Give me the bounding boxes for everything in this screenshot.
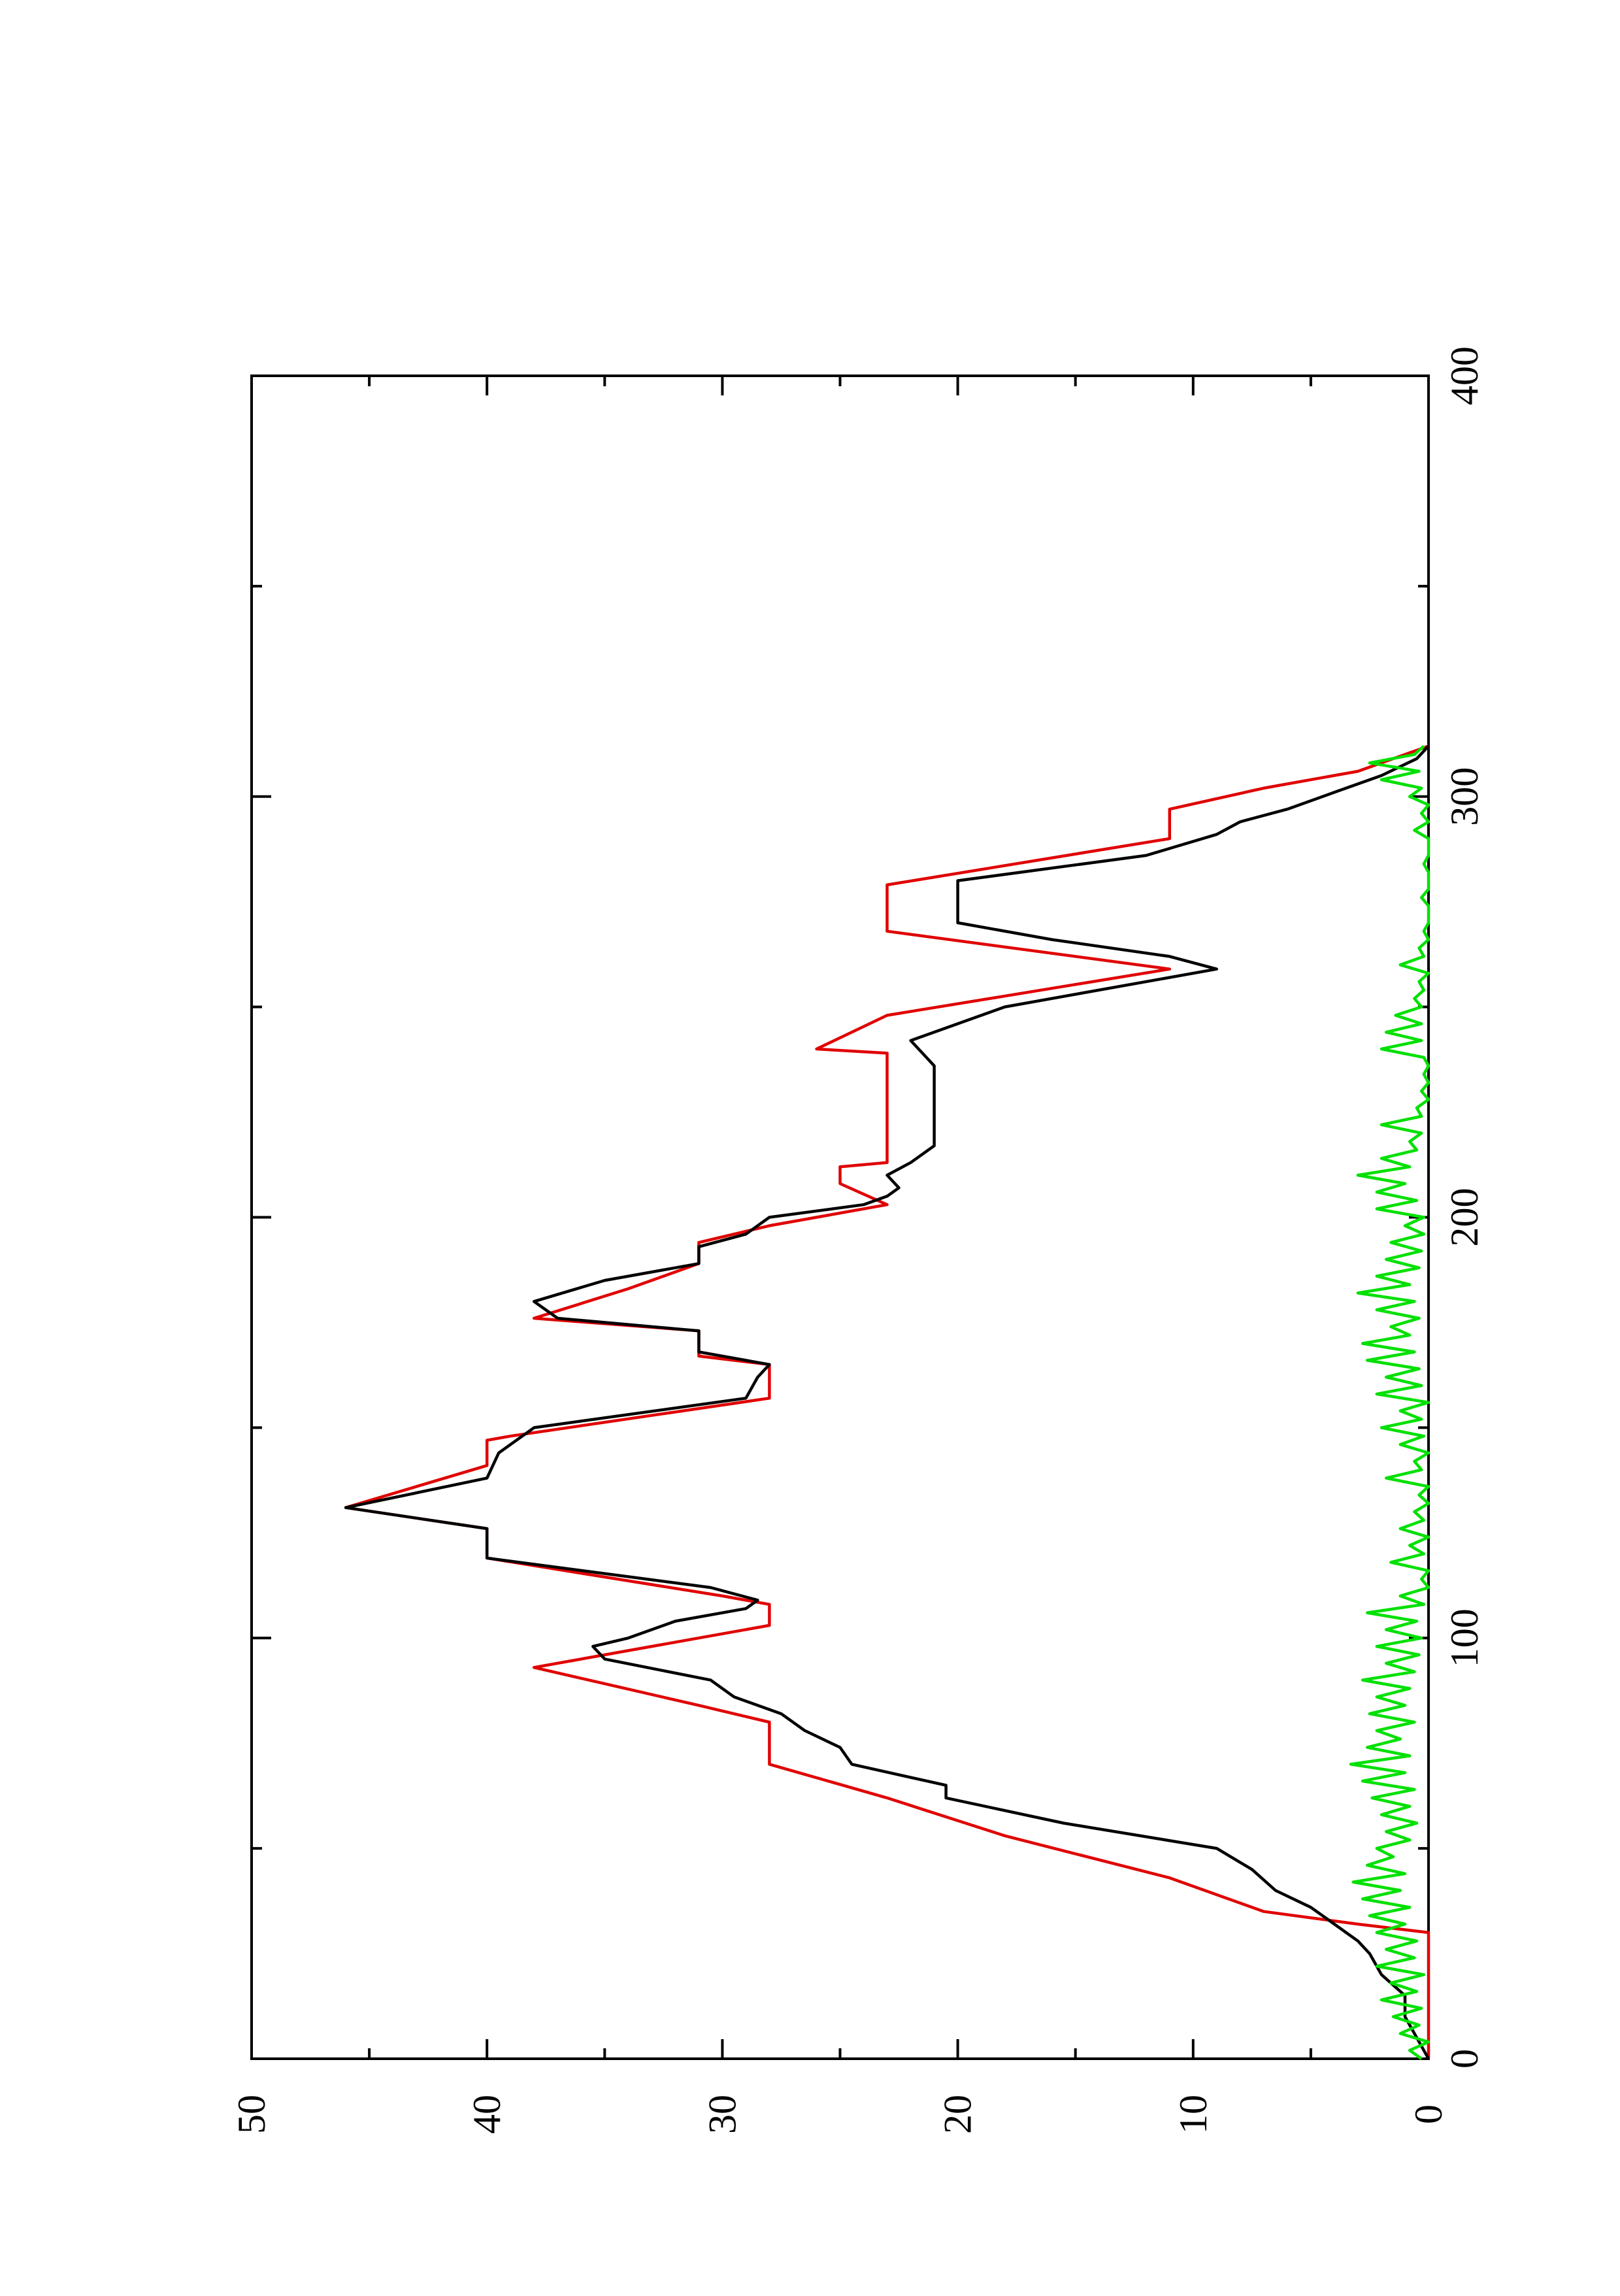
y-tick-label: 30 — [701, 2095, 744, 2134]
y-tick-label: 10 — [1172, 2095, 1215, 2134]
x-tick-label: 300 — [1443, 767, 1486, 826]
series-line-green — [1349, 744, 1430, 2060]
tick-labels: 0 100 200 300 400 0 10 20 30 40 50 — [230, 346, 1486, 2134]
x-tick-label: 200 — [1443, 1188, 1486, 1247]
y-tick-label: 40 — [465, 2095, 508, 2134]
y-tick-label: 0 — [1407, 2105, 1450, 2124]
data-series — [344, 744, 1430, 2060]
axis-ticks — [250, 374, 1430, 2060]
y-tick-label: 20 — [936, 2095, 980, 2134]
x-tick-label: 0 — [1443, 2049, 1486, 2069]
x-tick-label: 400 — [1443, 346, 1486, 405]
series-line-black — [344, 744, 1430, 2060]
x-tick-label: 100 — [1443, 1608, 1486, 1667]
y-tick-label: 50 — [230, 2095, 273, 2134]
